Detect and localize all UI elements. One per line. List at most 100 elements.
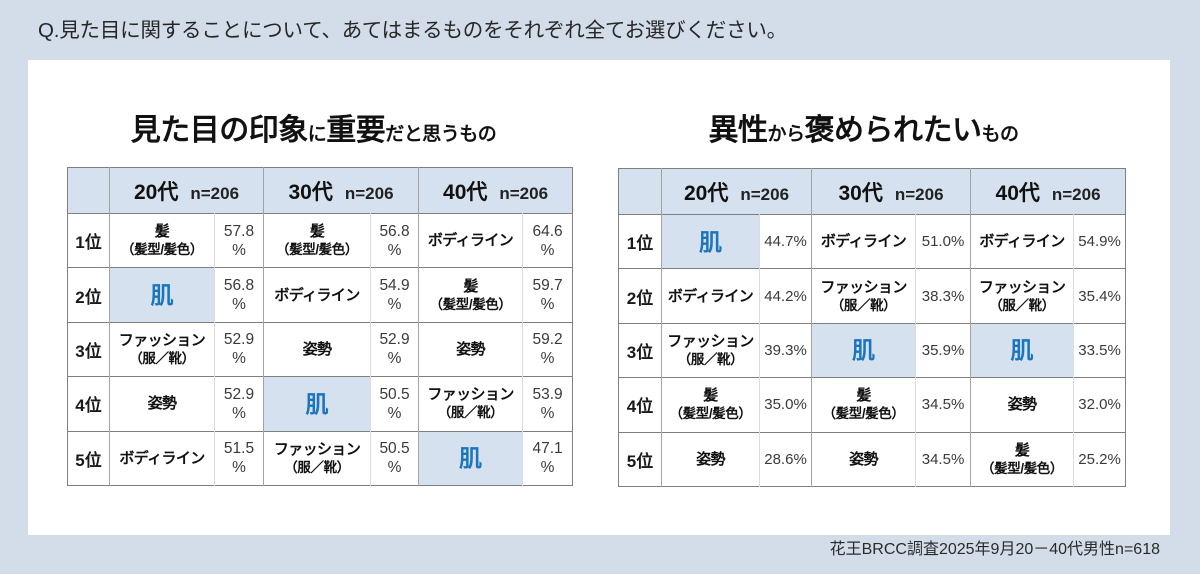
percent-value: 39.3 (764, 341, 794, 359)
sample-size: n=206 (190, 183, 240, 203)
percent-value: 57.8 (223, 222, 255, 240)
title-part: 褒められたい (804, 114, 983, 147)
table-row: 2位 肌 56.8% ボディライン 54.9% 髪（髪型/髪色） 59.7% (67, 267, 573, 323)
table-row: 4位 姿勢 52.9% 肌 50.5% ファッション （服／靴） 53.9% (67, 376, 573, 432)
item-label: 肌 (1010, 337, 1034, 364)
percent-value: 34.5 (921, 450, 951, 468)
rank-cell: 3位 (618, 323, 662, 378)
percent-value: 32.0 (1078, 396, 1108, 414)
ranking-table-praise: 20代 n=206 30代 n=206 40代 n=206 1位 肌 44.7% ボデ… (618, 168, 1127, 487)
title-part: 見た目の印象 (130, 114, 309, 147)
item-cell: ファッション （服／靴） (811, 268, 917, 324)
item-cell: ファッション （服／靴） (263, 431, 372, 486)
percent-cell: 35.4% (1074, 269, 1126, 323)
percent-cell: 28.6% (759, 432, 813, 487)
rank-cell: 3位 (67, 322, 110, 377)
age-label: 30代 (838, 181, 883, 205)
title-part: に (307, 124, 327, 145)
percent-unit: % (950, 287, 965, 305)
percent-unit: % (950, 450, 965, 468)
item-cell: 肌 (109, 267, 215, 323)
percent-cell: 52.9% (370, 322, 420, 377)
percent-value: 35.9 (921, 341, 951, 359)
item-label: 髪 (154, 223, 170, 241)
sample-size: n=206 (894, 184, 944, 204)
percent-unit: % (950, 396, 965, 414)
item-label: ボディライン (667, 287, 754, 305)
percent-cell: 47.1% (523, 431, 573, 485)
percent-value: 51.5 (223, 440, 255, 458)
percent-value: 59.2 (532, 331, 563, 349)
question-text: Q.見た目に関することについて、あてはまるものをそれぞれ全てお選びください。 (38, 19, 787, 42)
item-cell: 髪（髪型/髪色） (418, 267, 524, 323)
percent-value: 50.5 (379, 385, 410, 403)
item-label: ボディライン (979, 233, 1065, 251)
rank-cell: 2位 (67, 267, 110, 323)
percent-unit: % (540, 350, 555, 368)
title-part: 重要 (326, 114, 386, 147)
item-cell: ファッション （服／靴） (661, 323, 760, 378)
percent-unit: % (387, 404, 402, 422)
item-label: ボディライン (820, 233, 907, 251)
percent-value: 52.9 (223, 331, 255, 349)
item-sublabel: （服／靴） (830, 297, 897, 313)
item-cell: 肌 (263, 376, 372, 432)
percent-unit: % (793, 233, 807, 251)
rank-cell: 4位 (67, 376, 110, 432)
item-label: 肌 (305, 390, 329, 417)
percent-cell: 52.9% (214, 322, 265, 377)
item-cell: ファッション （服／靴） (109, 322, 215, 377)
percent-cell: 32.0% (1074, 378, 1126, 432)
item-label: 姿勢 (696, 450, 725, 468)
table-header-row: 20代 n=206 30代 n=206 40代 n=206 (67, 167, 573, 214)
table-title-importance: 見た目の印象に重要だと思うもの (61, 111, 566, 156)
item-cell: 髪（髪型/髪色） (109, 213, 215, 268)
table-row: 4位 髪（髪型/髪色） 35.0% 髪（髪型/髪色） 34.5% 姿勢 32.0… (618, 377, 1126, 433)
age-label: 20代 (133, 180, 179, 204)
item-sublabel: （髪型/髪色） (669, 406, 752, 422)
item-label: 髪 (309, 223, 325, 241)
percent-value: 35.4 (1078, 287, 1108, 305)
percent-unit: % (232, 459, 246, 477)
group-header-20s: 20代 n=206 (661, 168, 813, 215)
percent-value: 33.5 (1078, 341, 1108, 359)
item-label: ファッション (978, 278, 1066, 296)
percent-cell: 39.3% (759, 323, 813, 378)
group-header-20s: 20代 n=206 (109, 167, 265, 214)
group-header-40s: 40代 n=206 (419, 168, 573, 214)
source-note: 花王BRCC調査2025年9月20－40代男性n=618 (829, 541, 1160, 558)
percent-value: 64.6 (532, 222, 563, 240)
item-label: 姿勢 (849, 450, 878, 468)
percent-cell: 34.5% (915, 377, 972, 433)
percent-value: 53.9 (532, 385, 563, 403)
item-label: 髪 (856, 387, 871, 405)
item-label: ファッション (427, 386, 514, 404)
percent-value: 54.9 (379, 277, 410, 295)
table-row: 5位 ボディライン 51.5% ファッション （服／靴） 50.5% 肌 47.1… (67, 431, 573, 486)
rank-header-cell (618, 168, 662, 215)
item-cell: ボディライン (263, 267, 372, 323)
item-label: 姿勢 (147, 395, 177, 413)
percent-value: 25.2 (1078, 450, 1108, 468)
item-cell: 髪（髪型/髪色） (970, 432, 1075, 487)
percent-cell: 64.6% (523, 214, 573, 268)
ranking-table-importance: 20代 n=206 30代 n=206 40代 n=206 1位 髪（髪型/髪色） 5… (67, 167, 574, 486)
percent-unit: % (387, 350, 402, 368)
percent-value: 50.5 (379, 440, 410, 458)
rank-header-cell (67, 167, 110, 214)
title-part: から (767, 124, 805, 145)
sample-size: n=206 (499, 183, 549, 203)
table-row: 3位 ファッション （服／靴） 39.3% 肌 35.9% 肌 33.5% (618, 323, 1126, 378)
percent-unit: % (1107, 396, 1121, 414)
rank-cell: 4位 (618, 377, 662, 433)
percent-unit: % (950, 341, 965, 359)
item-label: 姿勢 (456, 340, 485, 358)
item-cell: 肌 (661, 214, 760, 269)
title-part: 異性 (708, 114, 768, 147)
percent-unit: % (387, 296, 402, 314)
percent-value: 47.1 (532, 440, 563, 458)
rank-cell: 5位 (618, 432, 662, 487)
percent-value: 52.9 (223, 385, 255, 403)
percent-cell: 54.9% (1074, 215, 1126, 269)
item-cell: ファッション （服／靴） (970, 268, 1075, 324)
